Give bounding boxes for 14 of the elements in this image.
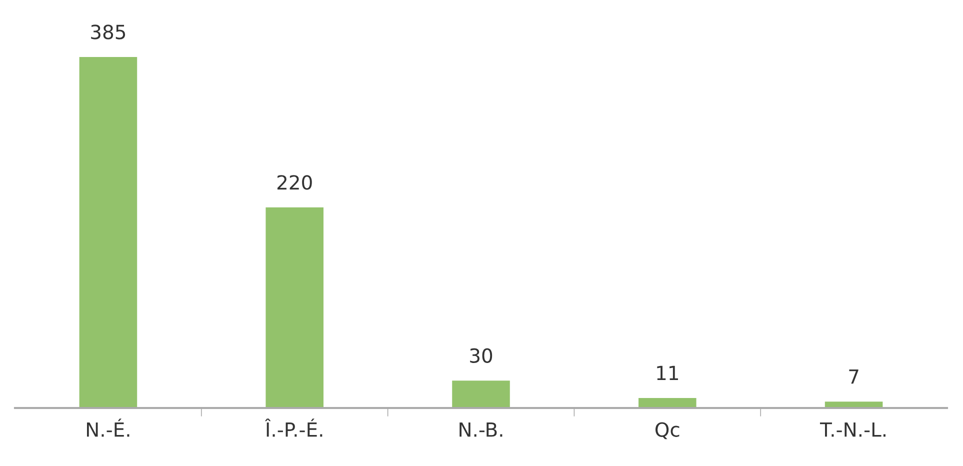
bar	[638, 398, 696, 408]
x-tick-label: N.-É.	[87, 418, 130, 437]
x-tick-label: N.-B.	[460, 422, 502, 437]
bar	[79, 57, 138, 408]
bar	[266, 207, 324, 408]
data-label: 11	[657, 366, 678, 380]
x-tick-label: Qc	[655, 422, 680, 440]
data-label: 30	[470, 348, 492, 363]
data-label: 220	[277, 175, 312, 190]
data-label: 385	[91, 24, 126, 40]
data-label: 7	[849, 370, 858, 384]
bar	[452, 380, 510, 408]
x-tick-label: T.-N.-L.	[820, 422, 886, 437]
x-tick-label: Î.-P.-É.	[264, 418, 322, 437]
